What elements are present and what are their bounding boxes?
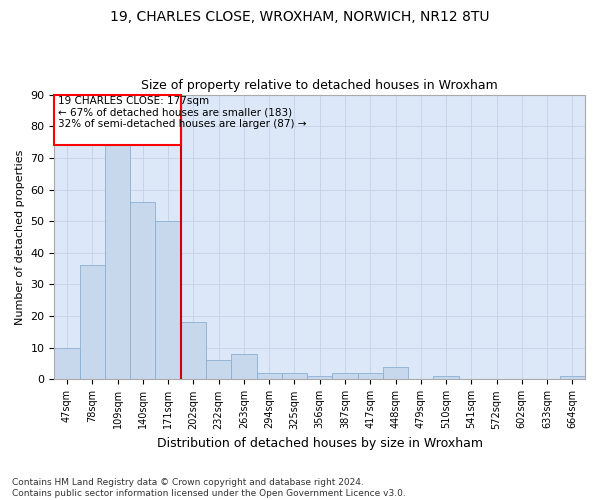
FancyBboxPatch shape (55, 94, 181, 145)
Bar (231, 354, 257, 380)
Bar (80, 266, 105, 380)
Bar (433, 376, 458, 380)
Bar (560, 376, 585, 380)
Bar (130, 202, 155, 380)
Text: 19, CHARLES CLOSE, WROXHAM, NORWICH, NR12 8TU: 19, CHARLES CLOSE, WROXHAM, NORWICH, NR1… (110, 10, 490, 24)
Title: Size of property relative to detached houses in Wroxham: Size of property relative to detached ho… (142, 79, 498, 92)
Bar (105, 145, 130, 380)
Bar (332, 373, 358, 380)
Bar (282, 373, 307, 380)
Bar (206, 360, 231, 380)
Text: 19 CHARLES CLOSE: 177sqm
← 67% of detached houses are smaller (183)
32% of semi-: 19 CHARLES CLOSE: 177sqm ← 67% of detach… (58, 96, 307, 130)
X-axis label: Distribution of detached houses by size in Wroxham: Distribution of detached houses by size … (157, 437, 483, 450)
Bar (257, 373, 282, 380)
Bar (383, 367, 408, 380)
Bar (307, 376, 332, 380)
Bar (155, 221, 181, 380)
Y-axis label: Number of detached properties: Number of detached properties (15, 150, 25, 324)
Text: Contains HM Land Registry data © Crown copyright and database right 2024.
Contai: Contains HM Land Registry data © Crown c… (12, 478, 406, 498)
Bar (55, 348, 80, 380)
Bar (181, 322, 206, 380)
Bar (358, 373, 383, 380)
